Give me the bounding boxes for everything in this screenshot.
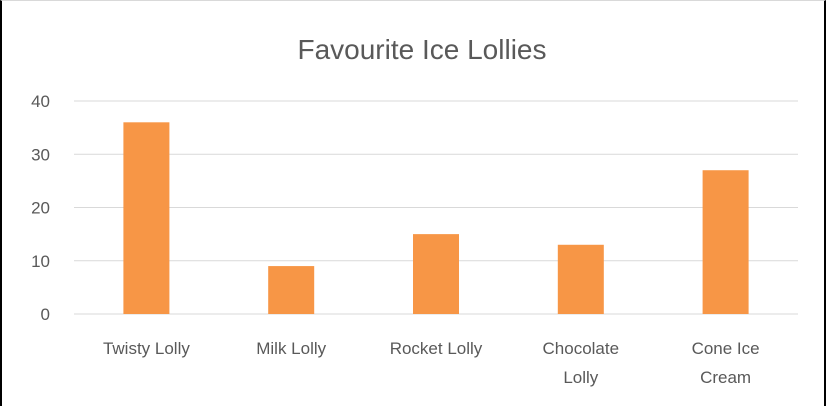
x-category-label: Milk Lolly (256, 339, 326, 358)
bars (123, 122, 749, 314)
y-tick-label: 10 (31, 252, 50, 271)
bar-twisty-lolly (123, 122, 170, 314)
bar-chocolate-lolly (557, 244, 604, 314)
bar-milk-lolly (268, 266, 315, 314)
y-tick-label: 20 (31, 199, 50, 218)
y-tick-label: 40 (31, 92, 50, 111)
x-axis-labels: Twisty Lolly Milk Lolly Rocket Lolly Chocol… (103, 339, 760, 387)
x-category-label: Twisty Lolly (103, 339, 190, 358)
x-category-label: Chocolate Lolly (543, 339, 620, 387)
y-axis-ticks: 0 10 20 30 40 (31, 92, 50, 324)
y-tick-label: 0 (41, 305, 50, 324)
x-category-label: Rocket Lolly (390, 339, 483, 358)
y-tick-label: 30 (31, 145, 50, 164)
bar-cone-ice-cream (702, 170, 749, 314)
chart-title: Favourite Ice Lollies (297, 34, 546, 65)
x-category-label: Cone Ice Cream (692, 339, 760, 387)
bar-rocket-lolly (413, 234, 459, 314)
